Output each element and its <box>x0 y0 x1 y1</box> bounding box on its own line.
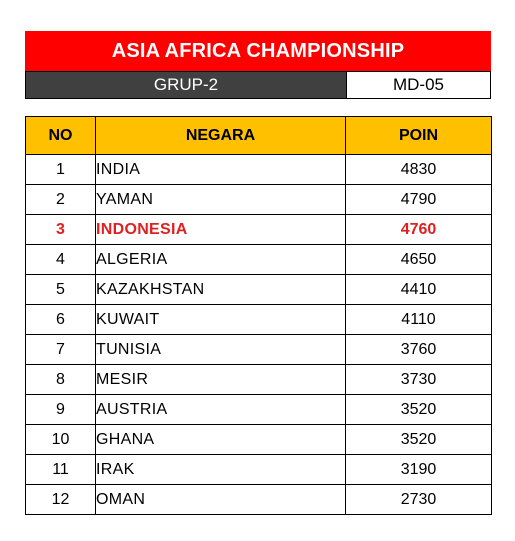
column-header-no: NO <box>25 116 96 155</box>
standings-body: 1 INDIA 4830 2 YAMAN 4790 3 INDONESIA 4760 4 ALGER… <box>25 154 492 515</box>
country-cell: AUSTRIA <box>95 394 346 425</box>
country-cell: INDONESIA <box>95 214 346 245</box>
column-header-country: NEGARA <box>95 116 346 155</box>
table-row: 5 KAZAKHSTAN 4410 <box>25 274 492 305</box>
points-cell: 4110 <box>345 304 492 335</box>
country-cell: KAZAKHSTAN <box>95 274 346 305</box>
points-cell: 3520 <box>345 424 492 455</box>
points-cell: 4790 <box>345 184 492 215</box>
points-cell: 4830 <box>345 154 492 185</box>
country-cell: KUWAIT <box>95 304 346 335</box>
rank-cell: 12 <box>25 484 96 515</box>
rank-cell: 3 <box>25 214 96 245</box>
table-row: 1 INDIA 4830 <box>25 154 492 185</box>
rank-cell: 5 <box>25 274 96 305</box>
rank-cell: 4 <box>25 244 96 275</box>
rank-cell: 7 <box>25 334 96 365</box>
table-row: 10 GHANA 3520 <box>25 424 492 455</box>
rank-cell: 1 <box>25 154 96 185</box>
rank-cell: 8 <box>25 364 96 395</box>
page-title: ASIA AFRICA CHAMPIONSHIP <box>25 31 491 71</box>
points-cell: 3520 <box>345 394 492 425</box>
table-row: 9 AUSTRIA 3520 <box>25 394 492 425</box>
points-cell: 3730 <box>345 364 492 395</box>
country-cell: ALGERIA <box>95 244 346 275</box>
points-cell: 4410 <box>345 274 492 305</box>
points-cell: 4760 <box>345 214 492 245</box>
table-header-row: NO NEGARA POIN <box>25 116 492 155</box>
points-cell: 3760 <box>345 334 492 365</box>
rank-cell: 10 <box>25 424 96 455</box>
table-row: 3 INDONESIA 4760 <box>25 214 492 245</box>
table-row: 4 ALGERIA 4650 <box>25 244 492 275</box>
table-row: 12 OMAN 2730 <box>25 484 492 515</box>
points-cell: 4650 <box>345 244 492 275</box>
rank-cell: 6 <box>25 304 96 335</box>
matchday-label: MD-05 <box>347 72 490 98</box>
country-cell: OMAN <box>95 484 346 515</box>
points-cell: 2730 <box>345 484 492 515</box>
points-cell: 3190 <box>345 454 492 485</box>
table-row: 2 YAMAN 4790 <box>25 184 492 215</box>
country-cell: INDIA <box>95 154 346 185</box>
standings-table: NO NEGARA POIN 1 INDIA 4830 2 YAMAN 4790 3 INDO… <box>25 116 492 515</box>
country-cell: TUNISIA <box>95 334 346 365</box>
table-row: 6 KUWAIT 4110 <box>25 304 492 335</box>
championship-header: ASIA AFRICA CHAMPIONSHIP GRUP-2 MD-05 <box>25 31 491 99</box>
rank-cell: 11 <box>25 454 96 485</box>
country-cell: MESIR <box>95 364 346 395</box>
column-header-points: POIN <box>345 116 492 155</box>
table-row: 7 TUNISIA 3760 <box>25 334 492 365</box>
country-cell: GHANA <box>95 424 346 455</box>
rank-cell: 2 <box>25 184 96 215</box>
country-cell: IRAK <box>95 454 346 485</box>
table-row: 11 IRAK 3190 <box>25 454 492 485</box>
table-row: 8 MESIR 3730 <box>25 364 492 395</box>
group-label: GRUP-2 <box>26 72 347 98</box>
rank-cell: 9 <box>25 394 96 425</box>
group-info-bar: GRUP-2 MD-05 <box>25 71 491 99</box>
country-cell: YAMAN <box>95 184 346 215</box>
